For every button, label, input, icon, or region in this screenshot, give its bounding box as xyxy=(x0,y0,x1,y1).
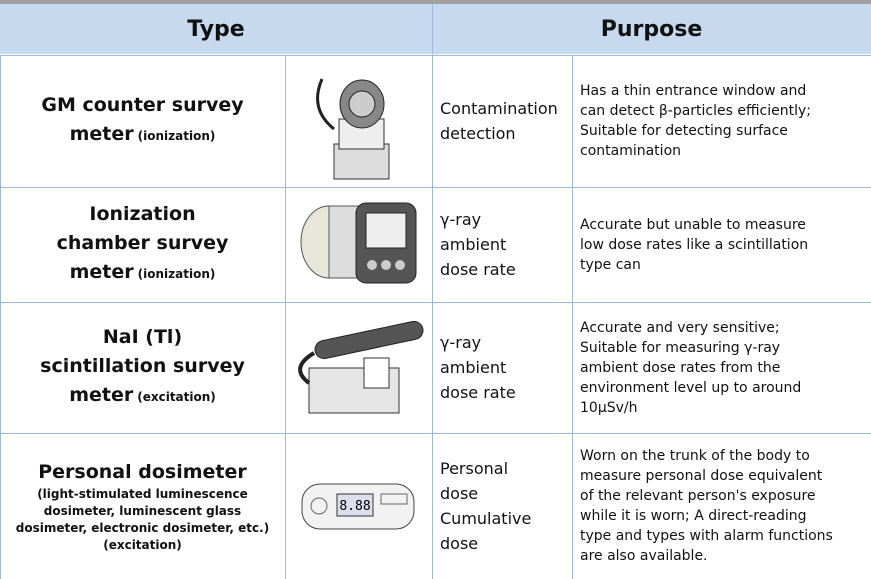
description-line: Accurate but unable to measure xyxy=(580,216,806,233)
column-line xyxy=(285,55,286,579)
description-line: are also available. xyxy=(580,548,708,564)
type-cell: GM counter survey meter (ionization) xyxy=(0,55,285,187)
description-line: can detect β-particles efficiently; xyxy=(580,103,811,119)
type-cell: Ionization chamber survey meter (ionizati… xyxy=(0,187,285,302)
header-type: Type xyxy=(0,4,432,54)
name-wrap: Ionization chamber survey meter (ionizati… xyxy=(40,200,245,289)
svg-text:8.88: 8.88 xyxy=(339,499,370,514)
device-note: (ionization) xyxy=(137,267,216,281)
use-line: dose rate xyxy=(440,383,516,402)
use-line: ambient xyxy=(440,235,507,254)
description-line: Suitable for measuring γ-ray xyxy=(580,339,781,356)
description-line: 10μSv/h xyxy=(580,399,638,416)
description-line: of the relevant person's exposure xyxy=(580,488,816,504)
device-name: NaI (Tl) scintillation survey meter xyxy=(40,326,245,406)
use-line: γ-ray xyxy=(440,210,482,229)
device-note: (excitation) xyxy=(137,390,216,404)
row-line xyxy=(0,55,871,56)
description-line: Accurate and very sensitive; xyxy=(580,319,780,336)
device-note: (ionization) xyxy=(137,129,216,143)
use-line: dose xyxy=(440,534,479,553)
use-line: Cumulative xyxy=(440,509,532,528)
row-line xyxy=(0,302,871,303)
description-cell: Accurate and very sensitive; Suitable for… xyxy=(572,302,871,433)
device-image: 8.88 xyxy=(285,433,432,579)
top-border xyxy=(0,0,871,4)
name-wrap: GM counter survey meter (ionization) xyxy=(40,91,245,151)
device-name: Ionization chamber survey meter xyxy=(56,203,229,283)
row-line xyxy=(0,433,871,434)
description-line: type can xyxy=(580,256,641,273)
column-line xyxy=(572,55,573,579)
use-cell: γ-ray ambient dose rate xyxy=(432,302,572,433)
use-line: ambient xyxy=(440,358,507,377)
column-line xyxy=(432,55,433,579)
use-cell: γ-ray ambient dose rate xyxy=(432,187,572,302)
device-image xyxy=(285,55,432,187)
use-cell: Personal dose Cumulative dose xyxy=(432,433,572,579)
description-cell: Worn on the trunk of the body to measure … xyxy=(572,433,871,579)
use-cell: Contamination detection xyxy=(432,55,572,187)
column-line xyxy=(0,55,1,579)
description-line: Worn on the trunk of the body to xyxy=(580,448,810,464)
name-wrap: NaI (Tl) scintillation survey meter (exci… xyxy=(40,323,245,412)
device-image xyxy=(285,187,432,302)
use-line: dose rate xyxy=(440,260,516,279)
device-name: Personal dosimeter xyxy=(38,460,247,483)
description-line: environment level up to around xyxy=(580,379,802,396)
use-line: dose xyxy=(440,484,479,503)
description-line: contamination xyxy=(580,143,682,159)
use-line: Personal xyxy=(440,459,509,478)
type-cell: NaI (Tl) scintillation survey meter (exci… xyxy=(0,302,285,433)
type-cell: Personal dosimeter (light-stimulated lumi… xyxy=(0,433,285,579)
description-cell: Has a thin entrance window and can detect… xyxy=(572,55,871,187)
device-note: (light-stimulated luminescence dosimeter… xyxy=(15,486,270,552)
use-line: γ-ray xyxy=(440,333,482,352)
description-line: Has a thin entrance window and xyxy=(580,83,807,99)
device-image xyxy=(285,302,432,433)
description-line: measure personal dose equivalent xyxy=(580,468,823,484)
header-purpose: Purpose xyxy=(432,4,871,54)
use-line: Contamination xyxy=(440,99,558,118)
description-line: Suitable for detecting surface xyxy=(580,123,788,139)
description-line: low dose rates like a scintillation xyxy=(580,236,809,253)
description-line: ambient dose rates from the xyxy=(580,359,781,376)
description-line: type and types with alarm functions xyxy=(580,528,833,544)
description-line: while it is worn; A direct-reading xyxy=(580,508,807,524)
description-cell: Accurate but unable to measure low dose r… xyxy=(572,187,871,302)
device-name: GM counter survey meter xyxy=(41,94,244,145)
column-line xyxy=(432,4,433,55)
row-line xyxy=(0,187,871,188)
use-line: detection xyxy=(440,124,516,143)
